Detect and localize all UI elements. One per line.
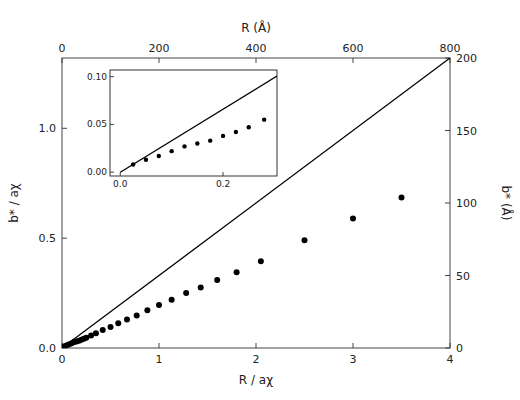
data-point <box>262 117 266 121</box>
inset-y-tick-label: 0.10 <box>87 72 107 82</box>
x-tick-label: 3 <box>350 353 357 366</box>
x-tick-label: 1 <box>156 353 163 366</box>
y2-tick-label: 200 <box>456 52 477 65</box>
data-point <box>183 290 189 296</box>
y-tick-label: 0.0 <box>39 342 57 355</box>
x-tick-label: 4 <box>447 353 454 366</box>
data-point <box>169 149 173 153</box>
x2-tick-label: 200 <box>149 42 170 55</box>
x2-axis-label: R (Å) <box>241 20 271 35</box>
y-axis-label: b* / aχ <box>7 183 21 223</box>
data-point <box>182 144 186 148</box>
plot-area <box>62 58 450 348</box>
inset-y-tick-label: 0.00 <box>87 167 107 177</box>
data-point <box>302 237 308 243</box>
y2-tick-label: 150 <box>456 125 477 138</box>
inset-y-tick-label: 0.05 <box>87 119 107 129</box>
inset-plot-area <box>120 74 277 172</box>
data-point <box>198 285 204 291</box>
x-tick <box>159 343 160 348</box>
x-tick-label: 2 <box>253 353 260 366</box>
data-point <box>208 138 212 142</box>
y2-tick-label: 100 <box>456 197 477 210</box>
inset-x-tick <box>223 172 224 176</box>
data-point <box>214 277 220 283</box>
data-point <box>156 302 162 308</box>
data-point <box>100 327 106 333</box>
y2-axis-label: b* (Å) <box>499 185 514 220</box>
y-tick-label: 1.0 <box>39 122 57 135</box>
inset-x-tick-label: 0.0 <box>113 179 128 189</box>
data-point <box>131 162 135 166</box>
y2-tick <box>445 203 450 204</box>
chart: 012340.00.51.00200400600800050100150200R… <box>0 0 520 400</box>
data-point <box>124 316 130 322</box>
y2-tick <box>445 348 450 349</box>
data-point <box>144 307 150 313</box>
inset-y-tick <box>110 172 114 173</box>
inset-y-tick <box>110 124 114 125</box>
x-axis-label: R / aχ <box>239 373 273 387</box>
data-point <box>195 141 199 145</box>
x-tick <box>256 343 257 348</box>
data-point <box>157 154 161 158</box>
x2-tick <box>62 58 63 63</box>
data-point <box>134 312 140 318</box>
x2-tick <box>256 58 257 63</box>
fit-line <box>62 58 450 348</box>
x-tick-label: 0 <box>59 353 66 366</box>
data-point <box>144 158 148 162</box>
data-point <box>221 134 225 138</box>
data-point <box>108 324 114 330</box>
data-point <box>399 195 405 201</box>
y2-tick <box>445 130 450 131</box>
data-point <box>234 269 240 275</box>
x-tick <box>450 343 451 348</box>
y-tick <box>62 238 67 239</box>
background <box>0 0 520 400</box>
x2-tick <box>159 58 160 63</box>
data-point <box>247 125 251 129</box>
data-point <box>115 320 121 326</box>
data-point <box>169 297 175 303</box>
x-tick <box>353 343 354 348</box>
x2-tick <box>353 58 354 63</box>
y2-tick-label: 0 <box>456 342 463 355</box>
data-point <box>234 130 238 134</box>
x2-tick-label: 0 <box>59 42 66 55</box>
y-tick <box>62 128 67 129</box>
inset-y-tick <box>110 76 114 77</box>
y2-tick-label: 50 <box>456 270 470 283</box>
inset-frame <box>110 70 277 176</box>
data-point <box>350 215 356 221</box>
fit-line <box>120 74 277 172</box>
x2-tick-label: 600 <box>343 42 364 55</box>
y-tick-label: 0.5 <box>39 232 57 245</box>
y2-tick <box>445 275 450 276</box>
data-point <box>93 330 99 336</box>
inset-x-tick-label: 0.2 <box>216 179 230 189</box>
data-point <box>258 258 264 264</box>
x2-tick-label: 400 <box>246 42 267 55</box>
plot-frame <box>62 58 450 348</box>
